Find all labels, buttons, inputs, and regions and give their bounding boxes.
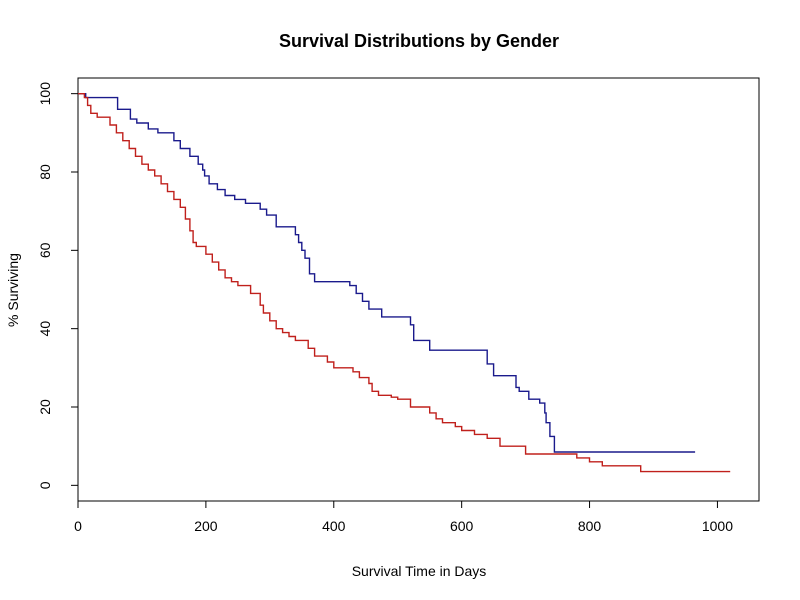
chart-title: Survival Distributions by Gender <box>279 31 559 51</box>
y-tick-label: 60 <box>37 242 53 258</box>
x-tick-label: 1000 <box>702 518 733 534</box>
y-axis: 0 20 40 60 80 100 <box>37 82 78 489</box>
x-tick-label: 400 <box>322 518 346 534</box>
survival-curve-1 <box>78 93 696 453</box>
x-tick-label: 0 <box>74 518 82 534</box>
y-tick-label: 100 <box>37 82 53 106</box>
x-axis-label: Survival Time in Days <box>352 563 487 579</box>
y-tick-label: 40 <box>37 321 53 337</box>
x-tick-label: 800 <box>578 518 602 534</box>
x-tick-label: 200 <box>194 518 218 534</box>
y-tick-label: 0 <box>37 481 53 489</box>
y-tick-label: 80 <box>37 164 53 180</box>
plot-frame <box>77 77 760 502</box>
survival-curve-2 <box>78 93 731 473</box>
y-tick-label: 20 <box>37 399 53 415</box>
x-axis: 0 200 400 600 800 1000 <box>74 501 733 534</box>
series-layer <box>78 93 731 473</box>
y-axis-label: % Surviving <box>5 253 21 327</box>
x-tick-label: 600 <box>450 518 474 534</box>
